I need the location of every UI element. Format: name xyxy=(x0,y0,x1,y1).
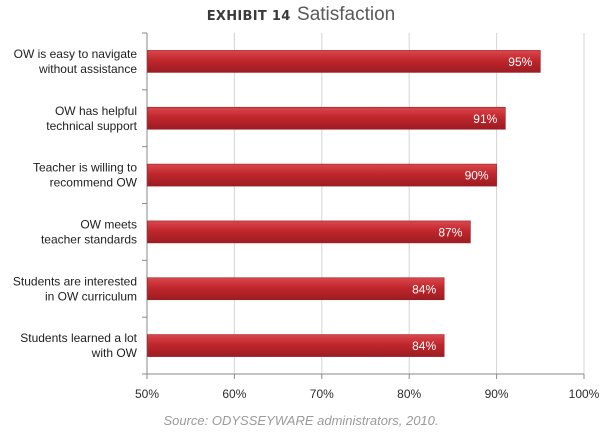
bar xyxy=(147,277,445,301)
x-tick-label: 90% xyxy=(485,387,509,401)
bar-value-label: 84% xyxy=(412,282,436,296)
category-label-line: Teacher is willing to xyxy=(33,161,137,175)
x-tick-label: 60% xyxy=(222,387,246,401)
category-label-line: OW meets xyxy=(80,217,137,231)
bar xyxy=(147,220,471,244)
category-label-line: Students learned a lot xyxy=(20,331,137,345)
category-label-line: in OW curriculum xyxy=(45,289,137,303)
category-label-line: OW is easy to navigate xyxy=(14,47,138,61)
bar xyxy=(147,106,506,130)
x-tick-label: 100% xyxy=(569,387,600,401)
category-label: OW meets teacher standards xyxy=(41,217,137,246)
category-label: Students learned a lot with OW xyxy=(20,331,137,360)
category-label-line: technical support xyxy=(46,119,137,133)
bar-value-label: 87% xyxy=(438,225,462,239)
x-tick-label: 70% xyxy=(310,387,334,401)
bar-value-label: 90% xyxy=(465,169,489,183)
exhibit-label: EXHIBIT 14 xyxy=(206,9,291,24)
category-label-line: with OW xyxy=(91,346,138,360)
bar-value-label: 95% xyxy=(508,55,532,69)
chart-title: EXHIBIT 14 Satisfaction xyxy=(0,4,602,26)
category-label-line: without assistance xyxy=(38,62,137,76)
category-label: OW has helpful technical support xyxy=(46,104,137,133)
chart-title-text: Satisfaction xyxy=(297,4,396,25)
category-label-line: teacher standards xyxy=(41,232,137,246)
bar-value-label: 84% xyxy=(412,339,436,353)
category-label: OW is easy to navigate without assistance xyxy=(14,47,138,76)
category-label-line: OW has helpful xyxy=(55,104,137,118)
x-tick-label: 80% xyxy=(397,387,421,401)
x-tick-label: 50% xyxy=(135,387,159,401)
bar xyxy=(147,334,445,357)
category-label-line: Students are interested xyxy=(13,274,137,288)
category-label: Students are interested in OW curriculum xyxy=(13,274,137,303)
chart-source: Source: ODYSSEYWARE administrators, 2010… xyxy=(163,413,439,428)
bar-value-label: 91% xyxy=(473,112,497,126)
category-label: Teacher is willing to recommend OW xyxy=(33,161,138,190)
bar xyxy=(147,50,541,73)
category-label-line: recommend OW xyxy=(50,176,138,190)
bar xyxy=(147,163,497,187)
